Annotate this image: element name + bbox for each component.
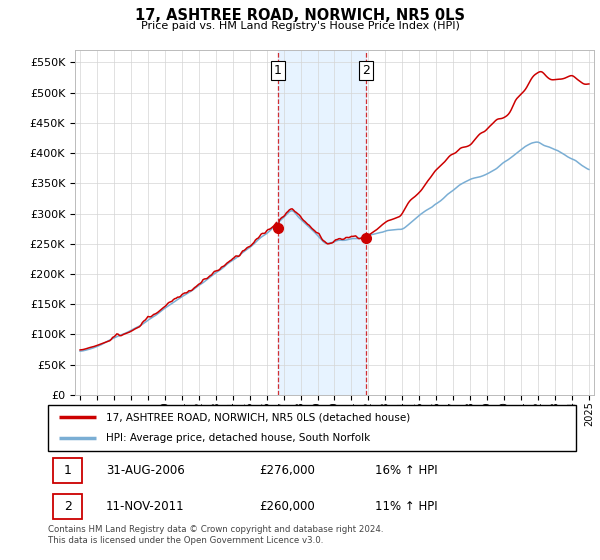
Bar [278,50,366,395]
Text: 2: 2 [362,64,370,77]
Text: 17, ASHTREE ROAD, NORWICH, NR5 0LS: 17, ASHTREE ROAD, NORWICH, NR5 0LS [135,8,465,24]
Text: 1: 1 [274,64,282,77]
Text: 16% ↑ HPI: 16% ↑ HPI [376,464,438,477]
Text: £260,000: £260,000 [259,500,315,513]
Text: 11-NOV-2011: 11-NOV-2011 [106,500,185,513]
Text: 17, ASHTREE ROAD, NORWICH, NR5 0LS (detached house): 17, ASHTREE ROAD, NORWICH, NR5 0LS (deta… [106,412,410,422]
Text: 2: 2 [64,500,72,513]
Text: 11% ↑ HPI: 11% ↑ HPI [376,500,438,513]
Text: Contains HM Land Registry data © Crown copyright and database right 2024.
This d: Contains HM Land Registry data © Crown c… [48,525,383,545]
Text: 31-AUG-2006: 31-AUG-2006 [106,464,185,477]
Bar [53,458,82,483]
Text: £276,000: £276,000 [259,464,315,477]
Text: Price paid vs. HM Land Registry's House Price Index (HPI): Price paid vs. HM Land Registry's House … [140,21,460,31]
Bar [53,494,82,519]
Text: 1: 1 [64,464,72,477]
Text: HPI: Average price, detached house, South Norfolk: HPI: Average price, detached house, Sout… [106,433,370,444]
